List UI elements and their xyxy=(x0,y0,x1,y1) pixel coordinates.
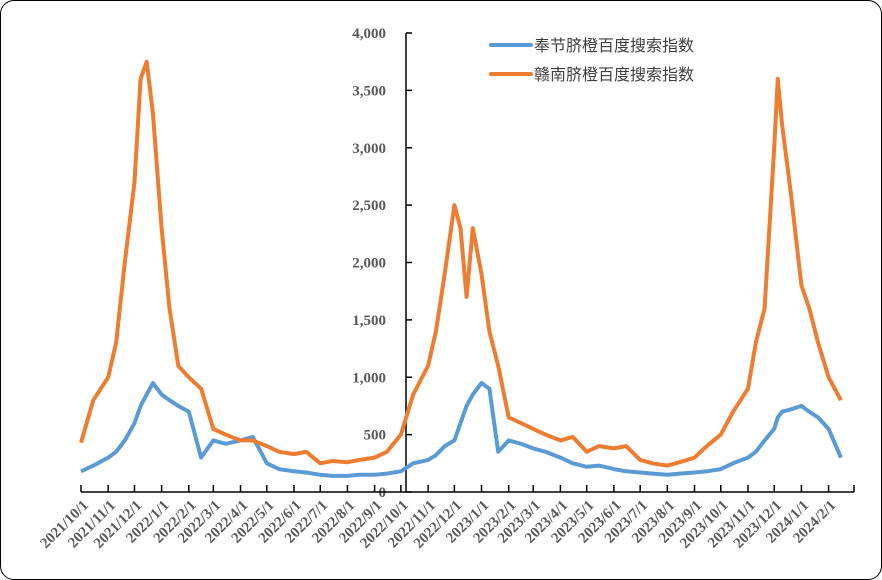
y-tick-label: 1,500 xyxy=(352,313,386,329)
y-tick-label: 3,500 xyxy=(352,83,386,99)
y-tick-label: 2,000 xyxy=(352,256,386,272)
series-lines xyxy=(79,59,843,478)
y-tick-label: 0 xyxy=(379,485,387,501)
y-tick-label: 500 xyxy=(364,428,387,444)
series-line-0 xyxy=(80,381,843,478)
axes: 05001,0001,5002,0002,5003,0003,5004,0002… xyxy=(37,26,855,552)
y-tick-label: 3,000 xyxy=(352,141,386,157)
series-line-1 xyxy=(79,59,843,468)
y-tick-label: 2,500 xyxy=(352,198,386,214)
legend-label: 奉节脐橙百度搜索指数 xyxy=(534,36,694,55)
legend-label: 赣南脐橙百度搜索指数 xyxy=(534,65,694,84)
y-tick-label: 1,000 xyxy=(352,370,386,386)
y-tick-label: 4,000 xyxy=(352,26,386,42)
